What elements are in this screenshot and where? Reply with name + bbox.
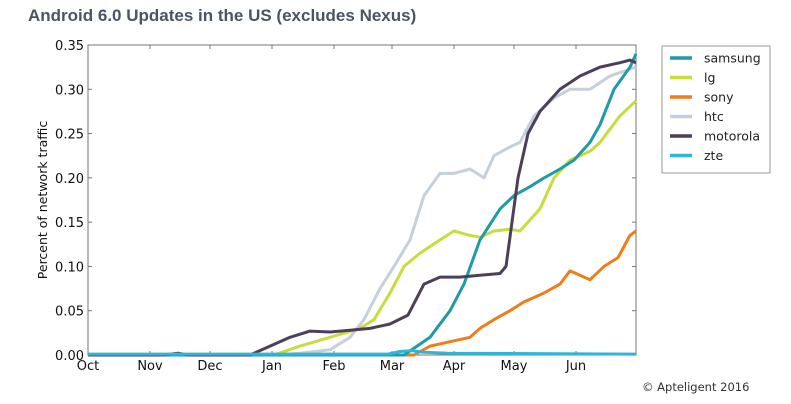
x-tick-label: Oct — [77, 359, 99, 374]
y-tick-label: 0.00 — [55, 349, 84, 364]
series-line-sony — [88, 229, 637, 357]
x-tick-label: Dec — [197, 359, 222, 374]
x-tick-label: Jun — [565, 359, 586, 374]
x-tick-label: Feb — [322, 359, 345, 374]
series-line-htc — [88, 65, 637, 357]
series-line-motorola — [88, 58, 637, 357]
x-tick-label: Jan — [261, 359, 282, 374]
y-tick-label: 0.25 — [55, 128, 84, 143]
plot-area — [87, 44, 637, 356]
x-tick-label: Nov — [137, 359, 163, 374]
y-tick-label: 0.15 — [55, 216, 84, 231]
legend-label-zte: zte — [704, 148, 723, 163]
copyright-text: © Apteligent 2016 — [642, 380, 750, 394]
legend-label-motorola: motorola — [704, 129, 760, 144]
legend-label-lg: lg — [704, 70, 715, 85]
y-tick-label: 0.30 — [55, 83, 84, 98]
series-line-zte — [88, 349, 637, 356]
legend-label-htc: htc — [704, 109, 724, 124]
y-axis-label: Percent of network traffic — [35, 121, 50, 280]
series-line-samsung — [88, 53, 638, 357]
legend-label-sony: sony — [704, 90, 734, 105]
y-tick-label: 0.05 — [55, 305, 84, 320]
legend: samsung lg sony htc motorola zte — [661, 45, 771, 174]
legend-label-samsung: samsung — [704, 51, 761, 66]
y-tick-label: 0.10 — [55, 260, 84, 275]
x-tick-label: Apr — [443, 359, 466, 374]
legend-box — [661, 45, 771, 174]
y-tick-label: 0.35 — [55, 39, 84, 54]
x-tick-label: Mar — [380, 359, 405, 374]
chart-title: Android 6.0 Updates in the US (excludes … — [28, 6, 417, 25]
x-tick-label: May — [501, 359, 528, 374]
y-tick-label: 0.20 — [55, 172, 84, 187]
